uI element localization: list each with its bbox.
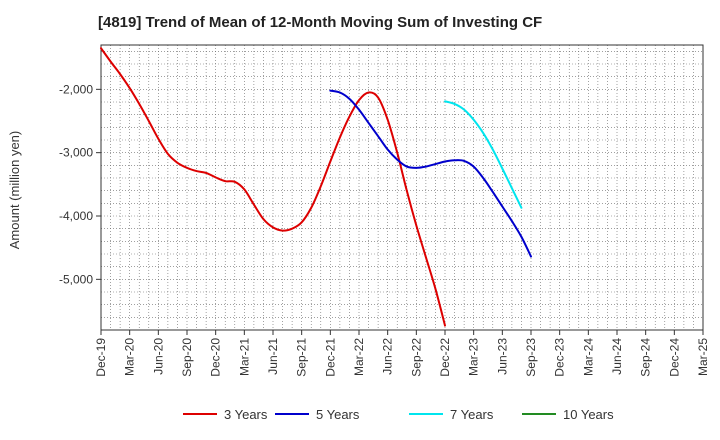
y-tick-label: -4,000 [59,209,93,223]
legend-label: 10 Years [563,407,614,422]
x-tick-label: Dec-23 [553,338,567,377]
x-tick-label: Jun-20 [151,338,165,375]
chart-title: [4819] Trend of Mean of 12-Month Moving … [98,14,542,31]
x-tick-label: Dec-19 [94,338,108,377]
x-tick-label: Jun-22 [381,338,395,375]
plot-frame [100,44,704,331]
x-tick-label: Mar-20 [123,338,137,376]
legend: 3 Years 5 Years 7 Years 10 Years [183,407,614,422]
x-tick-label: Jun-21 [266,338,280,375]
x-tick-label: Jun-24 [610,338,624,375]
x-tick-label: Dec-20 [209,338,223,377]
x-tick-label: Dec-24 [667,338,681,377]
series-line-7-years [444,100,523,209]
x-tick-label: Sep-24 [639,338,653,377]
x-tick-label: Sep-23 [524,338,538,377]
y-tick-label: -3,000 [59,146,93,160]
x-tick-label: Sep-20 [180,338,194,377]
x-tick-label: Mar-23 [467,338,481,376]
x-tick-label: Mar-25 [696,338,710,376]
x-tick-label: Sep-21 [295,338,309,377]
x-tick-label: Mar-24 [581,338,595,376]
series-line-5-years [329,89,532,258]
grid-lines [101,45,703,331]
legend-label: 3 Years [224,407,268,422]
x-tick-label: Dec-21 [323,338,337,377]
x-tick-label: Mar-22 [352,338,366,376]
y-axis-label: Amount (million yen) [7,131,22,250]
x-tick-label: Dec-22 [438,338,452,377]
x-tick-label: Mar-21 [237,338,251,376]
series-line-3-years [100,47,446,327]
legend-label: 5 Years [316,407,360,422]
y-tick-label: -2,000 [59,82,93,96]
plot-area: -2,000 -3,000 -4,000 -5,000 Dec-19 Mar-20 Jun-… [59,44,710,377]
legend-label: 7 Years [450,407,494,422]
x-tick-label: Sep-22 [409,338,423,377]
y-tick-label: -5,000 [59,272,93,286]
x-tick-label: Jun-23 [495,338,509,375]
